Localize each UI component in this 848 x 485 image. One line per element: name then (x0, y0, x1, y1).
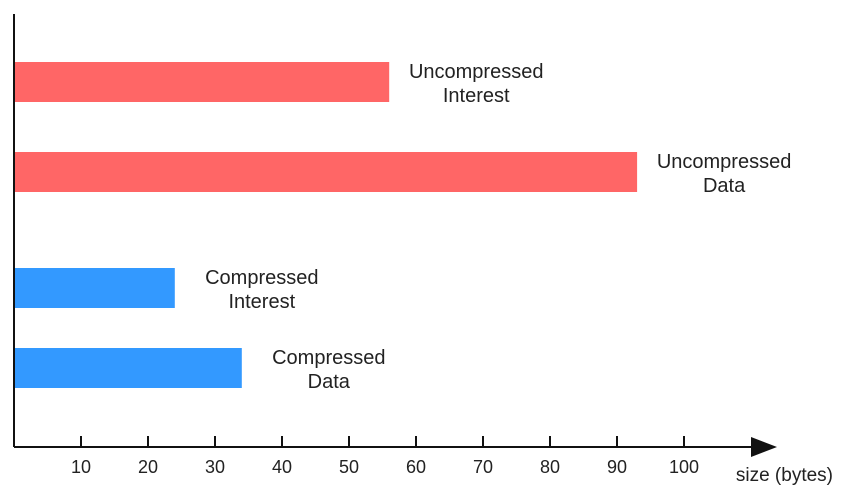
x-tick-label: 40 (272, 457, 292, 477)
bar-label: Uncompressed Data (657, 151, 792, 197)
bar-uncompressed-interest (14, 62, 390, 102)
x-tick-label: 70 (473, 457, 493, 477)
bars-layer (14, 62, 638, 388)
bar-labels-layer: Uncompressed Interest Uncompressed Data Comp… (205, 61, 791, 393)
x-tick-label: 80 (540, 457, 560, 477)
bar-compressed-interest (14, 268, 175, 308)
x-tick-label: 60 (406, 457, 426, 477)
x-tick-label: 10 (71, 457, 91, 477)
x-axis-title: size (bytes) (736, 465, 833, 485)
x-tick-label: 90 (607, 457, 627, 477)
bar-compressed-data (14, 348, 242, 388)
x-tick-label: 100 (669, 457, 699, 477)
x-ticks-layer: 10 20 30 40 50 60 70 80 90 100 (71, 436, 699, 477)
x-axis-arrowhead (751, 437, 777, 457)
bar-label: Uncompressed Interest (409, 61, 544, 107)
bar-label: Compressed Interest (205, 267, 318, 313)
x-tick-label: 30 (205, 457, 225, 477)
bar-label: Compressed Data (272, 347, 385, 393)
axes-layer: 10 20 30 40 50 60 70 80 90 100 (13, 14, 777, 477)
bar-uncompressed-data (14, 152, 638, 192)
x-tick-label: 50 (339, 457, 359, 477)
x-tick-label: 20 (138, 457, 158, 477)
